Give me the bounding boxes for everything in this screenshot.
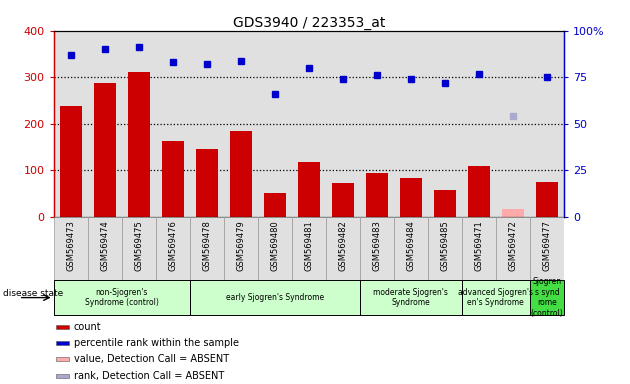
- Bar: [229, 131, 252, 217]
- Text: GSM569474: GSM569474: [100, 220, 109, 271]
- Bar: [127, 72, 150, 217]
- Text: GSM569478: GSM569478: [202, 220, 211, 271]
- Bar: [360, 217, 394, 280]
- Text: moderate Sjogren's
Syndrome: moderate Sjogren's Syndrome: [374, 288, 448, 307]
- Bar: [54, 280, 190, 315]
- Bar: [326, 217, 360, 280]
- Bar: [297, 162, 320, 217]
- Text: GSM569481: GSM569481: [304, 220, 313, 271]
- Bar: [360, 280, 462, 315]
- Text: GSM569483: GSM569483: [372, 220, 381, 271]
- Bar: [56, 325, 69, 329]
- Bar: [399, 178, 422, 217]
- Bar: [462, 217, 496, 280]
- Bar: [530, 280, 564, 315]
- Text: value, Detection Call = ABSENT: value, Detection Call = ABSENT: [74, 354, 229, 364]
- Bar: [59, 106, 82, 217]
- Text: disease state: disease state: [3, 289, 63, 298]
- Bar: [467, 166, 490, 217]
- Text: GSM569477: GSM569477: [542, 220, 551, 271]
- Text: percentile rank within the sample: percentile rank within the sample: [74, 338, 239, 348]
- Bar: [536, 182, 558, 217]
- Bar: [292, 217, 326, 280]
- Text: GSM569479: GSM569479: [236, 220, 245, 271]
- Bar: [190, 280, 360, 315]
- Text: GSM569471: GSM569471: [474, 220, 483, 271]
- Text: GSM569475: GSM569475: [134, 220, 143, 271]
- Title: GDS3940 / 223353_at: GDS3940 / 223353_at: [232, 16, 385, 30]
- Bar: [530, 217, 564, 280]
- Text: GSM569480: GSM569480: [270, 220, 279, 271]
- Bar: [263, 193, 286, 217]
- Bar: [496, 217, 530, 280]
- Bar: [56, 374, 69, 377]
- Bar: [54, 217, 88, 280]
- Bar: [428, 217, 462, 280]
- Bar: [433, 190, 456, 217]
- Bar: [56, 341, 69, 345]
- Bar: [156, 217, 190, 280]
- Text: GSM569476: GSM569476: [168, 220, 177, 271]
- Bar: [501, 209, 524, 217]
- Bar: [122, 217, 156, 280]
- Text: count: count: [74, 322, 101, 332]
- Bar: [394, 217, 428, 280]
- Text: GSM569473: GSM569473: [66, 220, 75, 271]
- Bar: [195, 149, 218, 217]
- Text: non-Sjogren's
Syndrome (control): non-Sjogren's Syndrome (control): [84, 288, 159, 307]
- Bar: [88, 217, 122, 280]
- Bar: [331, 182, 354, 217]
- Text: GSM569485: GSM569485: [440, 220, 449, 271]
- Bar: [365, 173, 388, 217]
- Text: rank, Detection Call = ABSENT: rank, Detection Call = ABSENT: [74, 371, 224, 381]
- Bar: [93, 83, 116, 217]
- Bar: [56, 357, 69, 361]
- Bar: [258, 217, 292, 280]
- Bar: [161, 141, 184, 217]
- Text: GSM569484: GSM569484: [406, 220, 415, 271]
- Text: GSM569472: GSM569472: [508, 220, 517, 271]
- Text: early Sjogren's Syndrome: early Sjogren's Syndrome: [226, 293, 324, 302]
- Bar: [224, 217, 258, 280]
- Text: Sjogren
s synd
rome
(control): Sjogren s synd rome (control): [530, 278, 563, 318]
- Text: advanced Sjogren's
en's Syndrome: advanced Sjogren's en's Syndrome: [458, 288, 534, 307]
- Bar: [190, 217, 224, 280]
- Text: GSM569482: GSM569482: [338, 220, 347, 271]
- Bar: [462, 280, 530, 315]
